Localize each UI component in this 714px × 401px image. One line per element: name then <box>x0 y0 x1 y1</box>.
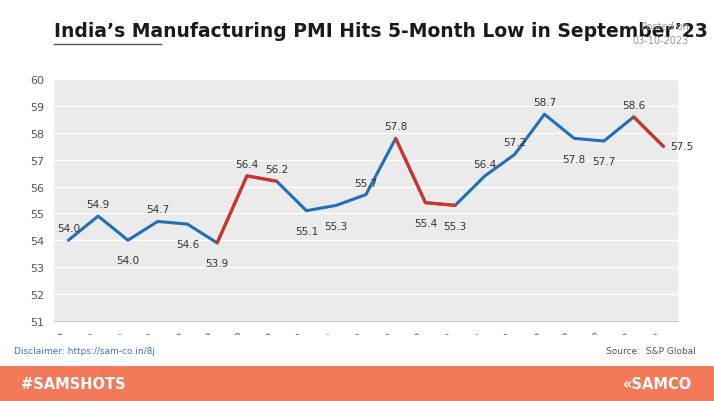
Text: 57.2: 57.2 <box>503 138 526 148</box>
Text: India’s Manufacturing PMI Hits 5-Month Low in September’23: India’s Manufacturing PMI Hits 5-Month L… <box>54 22 708 41</box>
Text: 56.4: 56.4 <box>473 160 496 170</box>
Text: Source:  S&P Global: Source: S&P Global <box>606 346 696 355</box>
Text: 53.9: 53.9 <box>206 259 228 269</box>
Text: 54.0: 54.0 <box>57 224 80 234</box>
Text: 57.5: 57.5 <box>670 142 693 152</box>
Text: 55.1: 55.1 <box>295 227 318 237</box>
Text: 57.8: 57.8 <box>563 154 585 164</box>
Text: 56.4: 56.4 <box>236 160 258 170</box>
Text: 54.7: 54.7 <box>146 205 169 215</box>
Text: 54.9: 54.9 <box>86 200 110 210</box>
Text: 55.3: 55.3 <box>443 221 467 231</box>
Text: «SAMCO: «SAMCO <box>623 376 693 391</box>
Text: 54.6: 54.6 <box>176 240 199 250</box>
Text: Disclaimer: https://sam-co.in/8j: Disclaimer: https://sam-co.in/8j <box>14 346 155 355</box>
Text: 57.7: 57.7 <box>593 157 615 167</box>
Text: 54.0: 54.0 <box>116 256 139 266</box>
Text: 56.2: 56.2 <box>265 165 288 175</box>
Text: 57.8: 57.8 <box>384 122 407 132</box>
Text: 55.7: 55.7 <box>354 178 378 188</box>
Text: #SAMSHOTS: #SAMSHOTS <box>21 376 126 391</box>
Text: 58.7: 58.7 <box>533 98 556 108</box>
Text: 58.6: 58.6 <box>622 101 645 111</box>
Text: Posted on
03-10-2023: Posted on 03-10-2023 <box>633 22 689 46</box>
Text: 55.4: 55.4 <box>414 219 437 229</box>
Text: 55.3: 55.3 <box>325 221 348 231</box>
